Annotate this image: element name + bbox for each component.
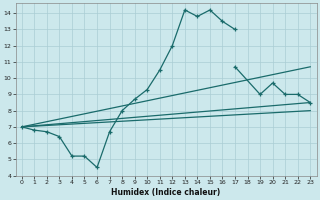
- X-axis label: Humidex (Indice chaleur): Humidex (Indice chaleur): [111, 188, 221, 197]
